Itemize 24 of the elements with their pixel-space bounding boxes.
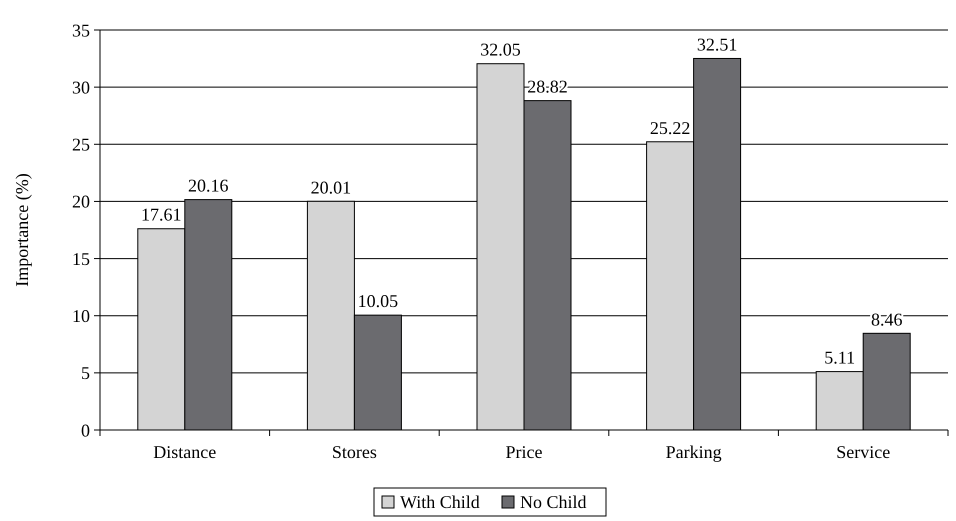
data-label: 10.05 (358, 291, 398, 312)
y-tick-label: 15 (72, 248, 90, 269)
data-label: 32.05 (480, 40, 521, 60)
y-tick-label: 35 (72, 20, 90, 40)
legend-label: With Child (400, 492, 480, 512)
y-tick-label: 30 (72, 77, 90, 98)
y-tick-label: 5 (81, 363, 90, 384)
y-tick-label: 20 (72, 192, 90, 212)
y-tick-label: 25 (72, 134, 90, 155)
data-label: 32.51 (696, 34, 738, 54)
x-tick-label: Stores (332, 442, 377, 462)
legend-label: No Child (520, 492, 587, 512)
x-tick-label: Distance (153, 442, 216, 462)
y-axis-title: Importance (%) (12, 173, 32, 287)
x-tick-label: Price (506, 442, 543, 462)
x-tick-label: Service (836, 442, 890, 462)
data-label: 20.01 (310, 177, 352, 198)
y-tick-label: 10 (72, 306, 90, 326)
x-tick-label: Parking (666, 442, 722, 462)
data-label: 25.22 (650, 118, 690, 138)
data-label: 20.16 (188, 176, 229, 196)
data-label: 17.61 (141, 204, 182, 225)
y-tick-label: 0 (81, 420, 90, 440)
data-label: 5.11 (824, 348, 856, 368)
